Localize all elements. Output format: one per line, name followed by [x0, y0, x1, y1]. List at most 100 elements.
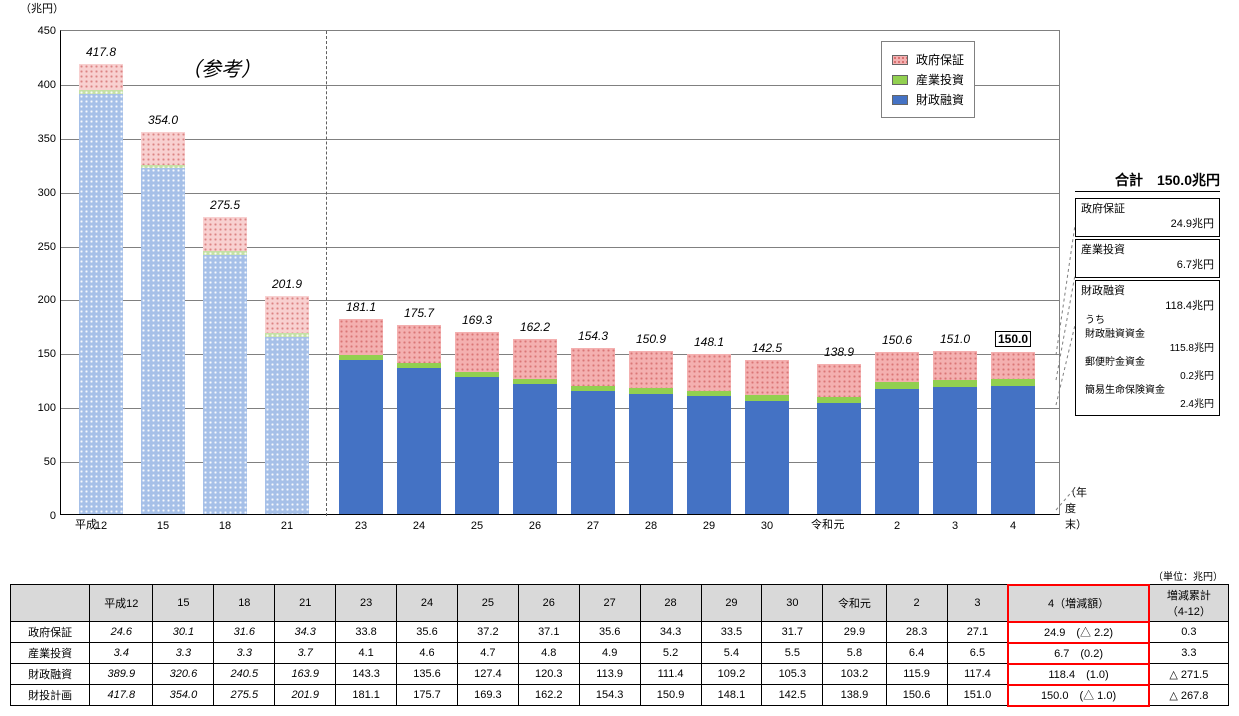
ytick-label: 300: [21, 187, 56, 199]
side-box-amount: 118.4兆円: [1081, 299, 1214, 314]
table-cell: 29.9: [823, 622, 886, 643]
xtick-label: 2: [894, 520, 900, 532]
chart-area: （兆円） 050100150200250300350400450（参考）平成令和…: [60, 10, 1100, 550]
row-head: 財政融資: [11, 664, 90, 685]
bar-zaisei: [629, 394, 673, 514]
bar-zaisei: [513, 384, 557, 514]
side-sub-row: 簡易生命保険資金2.4兆円: [1081, 384, 1214, 412]
bar-seifu: [629, 351, 673, 388]
table-cell: 0.3: [1149, 622, 1228, 643]
xtick-label: 25: [471, 520, 483, 532]
bar-zaisei: [571, 391, 615, 514]
table-header: 3: [947, 585, 1008, 622]
side-box-amount: 6.7兆円: [1081, 258, 1214, 273]
table-cell: 162.2: [518, 685, 579, 706]
table-header: 4（増減額）: [1008, 585, 1149, 622]
xtick-label: 4: [1010, 520, 1016, 532]
table-cell: 28.3: [886, 622, 947, 643]
ytick-label: 50: [21, 456, 56, 468]
table-cell: 27.1: [947, 622, 1008, 643]
table-cell: 33.5: [701, 622, 762, 643]
bar-seifu: [141, 132, 185, 164]
table-cell: 275.5: [214, 685, 275, 706]
bar-sangyo: [991, 379, 1035, 386]
side-box: 財政融資118.4兆円うち財政融資資金115.8兆円郵便貯金資金0.2兆円簡易生…: [1075, 280, 1220, 417]
bar-total-label: 417.8: [86, 45, 116, 59]
table-cell: 34.3: [275, 622, 336, 643]
ytick-label: 450: [21, 25, 56, 37]
table-cell: 35.6: [397, 622, 458, 643]
y-axis-unit: （兆円）: [20, 0, 64, 16]
bar-zaisei: [79, 94, 123, 514]
table-cell: 150.9: [640, 685, 701, 706]
table-cell: 240.5: [214, 664, 275, 685]
table-cell: 31.7: [762, 622, 823, 643]
legend-item: 産業投資: [892, 71, 964, 88]
table-header: 30: [762, 585, 823, 622]
table-row: 政府保証24.630.131.634.333.835.637.237.135.6…: [11, 622, 1229, 643]
table-cell: 169.3: [457, 685, 518, 706]
table-cell: 34.3: [640, 622, 701, 643]
side-sub-row: 郵便貯金資金0.2兆円: [1081, 356, 1214, 384]
ytick-label: 0: [21, 510, 56, 522]
table-header: 29: [701, 585, 762, 622]
table-header: 15: [153, 585, 214, 622]
bar-zaisei: [817, 403, 861, 514]
bar-total-label: 150.9: [636, 332, 666, 346]
table-cell: 37.2: [457, 622, 518, 643]
table-cell: 30.1: [153, 622, 214, 643]
xtick-label: 18: [219, 520, 231, 532]
table-cell: 4.7: [457, 643, 518, 664]
bar-total-label: 162.2: [520, 320, 550, 334]
bar-sangyo: [745, 395, 789, 401]
bar-seifu: [687, 354, 731, 390]
side-summary: 合計 150.0兆円 政府保証24.9兆円産業投資6.7兆円財政融資118.4兆…: [1075, 170, 1220, 418]
legend-swatch: [892, 55, 908, 65]
bar-total-label: 138.9: [824, 345, 854, 359]
bar-sangyo: [339, 355, 383, 359]
table-cell: 148.1: [701, 685, 762, 706]
table-cell: 105.3: [762, 664, 823, 685]
table-cell: 150.6: [886, 685, 947, 706]
legend-label: 財政融資: [916, 91, 964, 108]
table-header: 28: [640, 585, 701, 622]
bar-zaisei: [933, 387, 977, 514]
side-box-title: 政府保証: [1081, 202, 1214, 217]
bar-sangyo: [875, 382, 919, 389]
row-head: 政府保証: [11, 622, 90, 643]
table-header: 21: [275, 585, 336, 622]
bar-zaisei: [339, 360, 383, 514]
table-cell: 31.6: [214, 622, 275, 643]
xtick-label: 23: [355, 520, 367, 532]
table-row: 産業投資3.43.33.33.74.14.64.74.84.95.25.45.5…: [11, 643, 1229, 664]
table-cell: 3.4: [90, 643, 153, 664]
bar-sangyo: [397, 363, 441, 368]
xtick-label: 元: [834, 516, 845, 532]
table-header: 26: [518, 585, 579, 622]
bar-sangyo: [571, 386, 615, 391]
table-cell: 417.8: [90, 685, 153, 706]
bar-seifu: [265, 296, 309, 333]
table-cell: 5.2: [640, 643, 701, 664]
bar-total-label: 150.0: [995, 331, 1031, 347]
ytick-label: 400: [21, 79, 56, 91]
table-cell: 3.7: [275, 643, 336, 664]
legend-item: 財政融資: [892, 91, 964, 108]
bar-total-label: 154.3: [578, 329, 608, 343]
bar-sangyo: [79, 90, 123, 94]
table-cell: 4.6: [397, 643, 458, 664]
table-cell: 5.5: [762, 643, 823, 664]
table-header: 平成12: [90, 585, 153, 622]
bar-sangyo: [265, 333, 309, 337]
ytick-label: 100: [21, 402, 56, 414]
bar-sangyo: [455, 372, 499, 377]
legend-swatch: [892, 75, 908, 85]
table-cell: 135.6: [397, 664, 458, 685]
table-cell: 117.4: [947, 664, 1008, 685]
bar-total-label: 175.7: [404, 306, 434, 320]
legend-label: 産業投資: [916, 71, 964, 88]
side-box-title: 財政融資: [1081, 284, 1214, 299]
table-header: 増減累計（4-12）: [1149, 585, 1228, 622]
bar-total-label: 142.5: [752, 341, 782, 355]
ytick-label: 250: [21, 241, 56, 253]
